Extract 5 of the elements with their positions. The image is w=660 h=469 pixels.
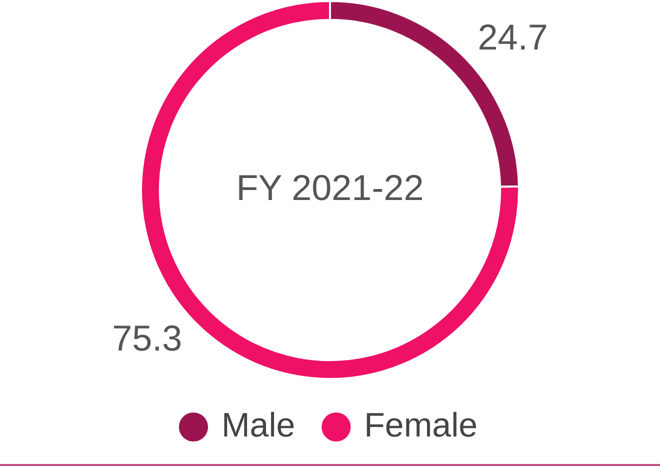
legend-label: Male <box>221 406 296 444</box>
text: FY 2021-22 <box>236 166 424 208</box>
data-label: 75.3 <box>112 318 182 359</box>
legend-label: Female <box>364 406 478 444</box>
data-label: 24.7 <box>478 16 548 58</box>
